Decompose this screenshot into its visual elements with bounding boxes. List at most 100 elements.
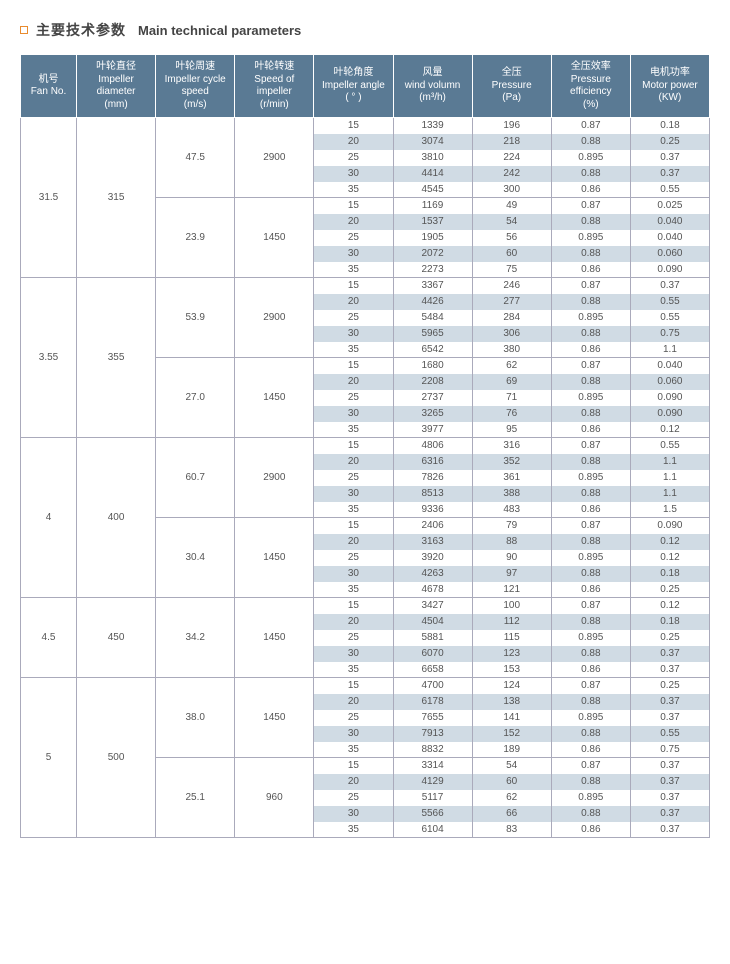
heading-en: Main technical parameters (138, 23, 301, 38)
col-header-1: 叶轮直径Impeller diameter(mm) (77, 55, 156, 118)
table-cell: 0.86 (551, 502, 630, 518)
table-cell: 0.37 (630, 278, 709, 294)
table-cell: 15 (314, 118, 393, 134)
table-cell: 0.88 (551, 406, 630, 422)
table-cell: 0.88 (551, 806, 630, 822)
table-cell: 0.37 (630, 150, 709, 166)
table-cell: 1905 (393, 230, 472, 246)
table-cell: 25 (314, 630, 393, 646)
table-cell: 380 (472, 342, 551, 358)
table-cell: 20 (314, 774, 393, 790)
table-cell: 60 (472, 774, 551, 790)
table-cell: 60 (472, 246, 551, 262)
table-cell: 1680 (393, 358, 472, 374)
table-cell: 0.75 (630, 326, 709, 342)
table-cell: 112 (472, 614, 551, 630)
table-cell: 0.88 (551, 454, 630, 470)
table-cell: 0.18 (630, 614, 709, 630)
table-cell: 25 (314, 230, 393, 246)
table-cell: 0.895 (551, 310, 630, 326)
table-cell: 35 (314, 822, 393, 838)
table-cell: 0.88 (551, 566, 630, 582)
table-cell: 0.87 (551, 358, 630, 374)
table-cell: 306 (472, 326, 551, 342)
table-cell: 0.12 (630, 534, 709, 550)
rpm: 1450 (235, 678, 314, 758)
table-cell: 5965 (393, 326, 472, 342)
table-cell: 1169 (393, 198, 472, 214)
table-cell: 54 (472, 214, 551, 230)
table-cell: 20 (314, 694, 393, 710)
col-header-4: 叶轮角度Impeller angle( ° ) (314, 55, 393, 118)
table-cell: 352 (472, 454, 551, 470)
cycle-speed: 27.0 (156, 358, 235, 438)
table-cell: 0.88 (551, 326, 630, 342)
table-cell: 0.88 (551, 726, 630, 742)
table-cell: 242 (472, 166, 551, 182)
table-cell: 115 (472, 630, 551, 646)
table-cell: 15 (314, 678, 393, 694)
table-cell: 8513 (393, 486, 472, 502)
table-cell: 25 (314, 150, 393, 166)
table-cell: 2072 (393, 246, 472, 262)
table-cell: 30 (314, 166, 393, 182)
table-cell: 0.25 (630, 678, 709, 694)
table-cell: 196 (472, 118, 551, 134)
table-cell: 30 (314, 646, 393, 662)
table-cell: 1339 (393, 118, 472, 134)
table-cell: 0.87 (551, 758, 630, 774)
fan-no: 5 (21, 678, 77, 838)
table-cell: 0.87 (551, 598, 630, 614)
table-cell: 35 (314, 422, 393, 438)
col-header-5: 风量wind volumn(m³/h) (393, 55, 472, 118)
table-cell: 2406 (393, 518, 472, 534)
table-cell: 15 (314, 358, 393, 374)
table-cell: 3427 (393, 598, 472, 614)
table-cell: 35 (314, 502, 393, 518)
cycle-speed: 25.1 (156, 758, 235, 838)
table-cell: 9336 (393, 502, 472, 518)
table-cell: 0.88 (551, 166, 630, 182)
table-cell: 0.55 (630, 182, 709, 198)
table-cell: 49 (472, 198, 551, 214)
table-cell: 0.37 (630, 822, 709, 838)
table-cell: 62 (472, 790, 551, 806)
table-cell: 8832 (393, 742, 472, 758)
table-cell: 20 (314, 134, 393, 150)
table-cell: 0.090 (630, 390, 709, 406)
table-cell: 4504 (393, 614, 472, 630)
table-cell: 25 (314, 310, 393, 326)
impeller-diameter: 450 (77, 598, 156, 678)
table-cell: 3810 (393, 150, 472, 166)
table-cell: 25 (314, 470, 393, 486)
table-cell: 30 (314, 566, 393, 582)
table-cell: 6178 (393, 694, 472, 710)
cycle-speed: 60.7 (156, 438, 235, 518)
table-cell: 5484 (393, 310, 472, 326)
fan-no: 4.5 (21, 598, 77, 678)
table-cell: 25 (314, 790, 393, 806)
table-cell: 0.895 (551, 790, 630, 806)
table-cell: 20 (314, 214, 393, 230)
table-cell: 20 (314, 374, 393, 390)
table-cell: 0.37 (630, 166, 709, 182)
table-cell: 0.37 (630, 662, 709, 678)
table-cell: 0.87 (551, 678, 630, 694)
fan-no: 3.55 (21, 278, 77, 438)
cycle-speed: 34.2 (156, 598, 235, 678)
table-cell: 0.895 (551, 550, 630, 566)
table-cell: 25 (314, 550, 393, 566)
table-cell: 7913 (393, 726, 472, 742)
table-cell: 1.1 (630, 342, 709, 358)
table-cell: 0.88 (551, 246, 630, 262)
table-cell: 0.37 (630, 710, 709, 726)
section-heading: 主要技术参数 Main technical parameters (20, 20, 710, 40)
table-cell: 2208 (393, 374, 472, 390)
impeller-diameter: 355 (77, 278, 156, 438)
table-cell: 3367 (393, 278, 472, 294)
table-cell: 0.025 (630, 198, 709, 214)
table-cell: 20 (314, 454, 393, 470)
table-cell: 5566 (393, 806, 472, 822)
table-cell: 79 (472, 518, 551, 534)
table-cell: 6658 (393, 662, 472, 678)
